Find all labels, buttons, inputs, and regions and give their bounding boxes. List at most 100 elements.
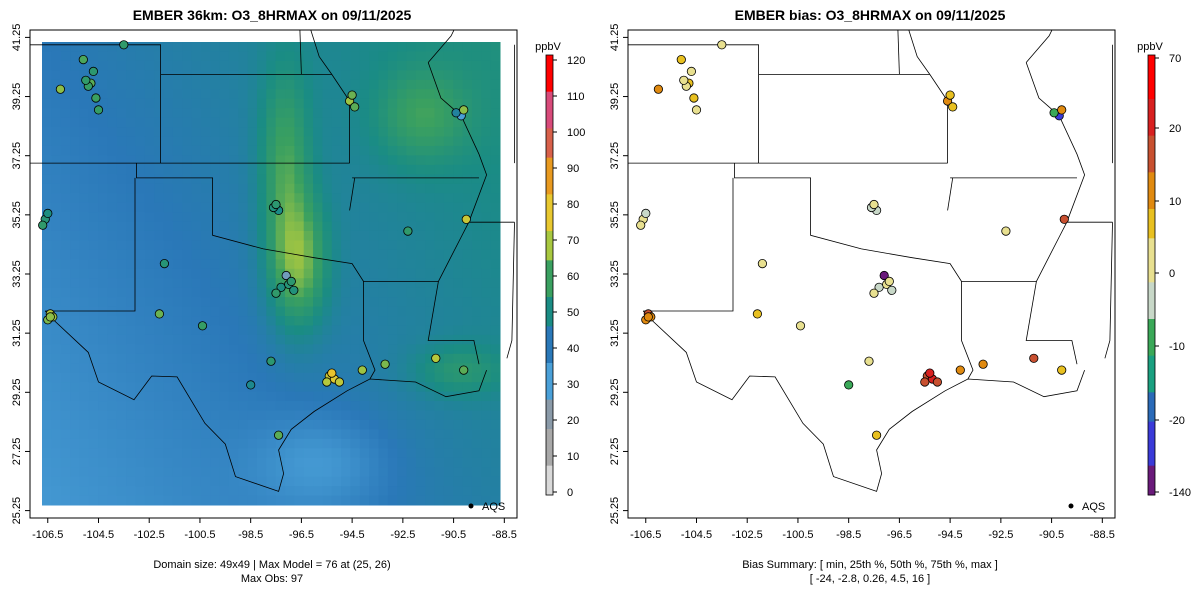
- grid-cell: [238, 476, 249, 487]
- grid-cell: [378, 344, 389, 355]
- grid-cell: [425, 249, 436, 260]
- grid-cell: [70, 363, 80, 374]
- grid-cell: [154, 344, 165, 355]
- grid-cell: [107, 372, 118, 383]
- grid-cell: [387, 127, 398, 137]
- grid-cell: [378, 486, 389, 497]
- grid-cell: [350, 495, 361, 506]
- grid-cell: [359, 306, 370, 317]
- grid-cell: [481, 306, 492, 317]
- grid-cell: [116, 268, 127, 279]
- grid-cell: [397, 183, 408, 194]
- grid-cell: [481, 127, 492, 137]
- grid-cell: [51, 297, 62, 308]
- grid-cell: [341, 183, 351, 194]
- grid-cell: [331, 344, 342, 355]
- grid-cell: [135, 287, 146, 298]
- grid-cell: [275, 183, 286, 194]
- grid-cell: [116, 486, 127, 497]
- grid-cell: [126, 353, 136, 364]
- grid-cell: [182, 476, 193, 487]
- grid-cell: [144, 457, 155, 468]
- grid-cell: [70, 127, 80, 137]
- bias-station-marker: [932, 377, 943, 387]
- grid-cell: [434, 467, 445, 478]
- grid-cell: [60, 70, 71, 81]
- grid-cell: [79, 334, 90, 345]
- grid-cell: [200, 51, 211, 62]
- grid-cell: [462, 438, 473, 449]
- grid-cell: [481, 136, 492, 147]
- grid-cell: [238, 278, 249, 289]
- colorbar-segment: [546, 319, 553, 327]
- grid-cell: [425, 89, 436, 100]
- grid-cell: [387, 486, 398, 497]
- grid-cell: [98, 259, 108, 270]
- colorbar-segment: [546, 62, 553, 71]
- grid-cell: [200, 401, 211, 412]
- grid-cell: [60, 438, 71, 449]
- grid-cell: [322, 249, 333, 260]
- grid-cell: [397, 287, 408, 298]
- model-station-marker: [273, 430, 284, 440]
- grid-cell: [425, 155, 436, 166]
- grid-cell: [397, 401, 408, 412]
- grid-cell: [285, 353, 295, 364]
- grid-cell: [107, 259, 118, 270]
- grid-cell: [462, 108, 473, 119]
- grid-cell: [116, 401, 127, 412]
- model-station-marker: [327, 368, 337, 378]
- grid-cell: [294, 353, 305, 364]
- grid-cell: [303, 419, 314, 430]
- grid-cell: [256, 334, 267, 345]
- model-station-marker: [271, 199, 281, 210]
- grid-cell: [275, 438, 286, 449]
- grid-cell: [406, 51, 417, 62]
- grid-cell: [275, 457, 286, 468]
- grid-cell: [135, 391, 146, 402]
- grid-cell: [135, 297, 146, 308]
- grid-cell: [42, 193, 52, 204]
- grid-cell: [275, 467, 286, 478]
- grid-cell: [294, 136, 305, 147]
- grid-cell: [219, 193, 230, 204]
- grid-cell: [154, 325, 165, 336]
- grid-cell: [481, 429, 492, 440]
- grid-cell: [219, 98, 230, 109]
- grid-cell: [425, 382, 436, 393]
- grid-cell: [453, 429, 464, 440]
- y-tick-label: 41.25: [609, 24, 621, 52]
- grid-cell: [182, 268, 193, 279]
- grid-cell: [126, 221, 136, 232]
- grid-cell: [238, 287, 249, 298]
- grid-cell: [200, 344, 211, 355]
- grid-cell: [116, 155, 127, 166]
- grid-cell: [191, 60, 202, 71]
- grid-cell: [238, 495, 249, 506]
- grid-cell: [200, 89, 211, 100]
- grid-cell: [378, 136, 389, 147]
- grid-cell: [471, 344, 482, 355]
- grid-cell: [266, 391, 277, 402]
- grid-cell: [378, 410, 389, 421]
- grid-cell: [144, 410, 155, 421]
- grid-cell: [116, 221, 127, 232]
- grid-cell: [210, 98, 221, 109]
- grid-cell: [238, 334, 249, 345]
- grid-cell: [88, 438, 99, 449]
- grid-cell: [210, 89, 221, 100]
- grid-cell: [415, 249, 426, 260]
- grid-cell: [60, 419, 71, 430]
- grid-cell: [107, 60, 118, 71]
- grid-cell: [79, 278, 90, 289]
- grid-cell: [397, 202, 408, 213]
- colorbar-segment: [1148, 209, 1155, 217]
- grid-cell: [481, 89, 492, 100]
- grid-cell: [303, 51, 314, 62]
- grid-cell: [247, 98, 258, 109]
- grid-cell: [238, 193, 249, 204]
- grid-cell: [369, 382, 379, 393]
- grid-cell: [172, 164, 183, 175]
- model-colorbar-unit: ppbV: [535, 41, 561, 53]
- grid-cell: [210, 287, 221, 298]
